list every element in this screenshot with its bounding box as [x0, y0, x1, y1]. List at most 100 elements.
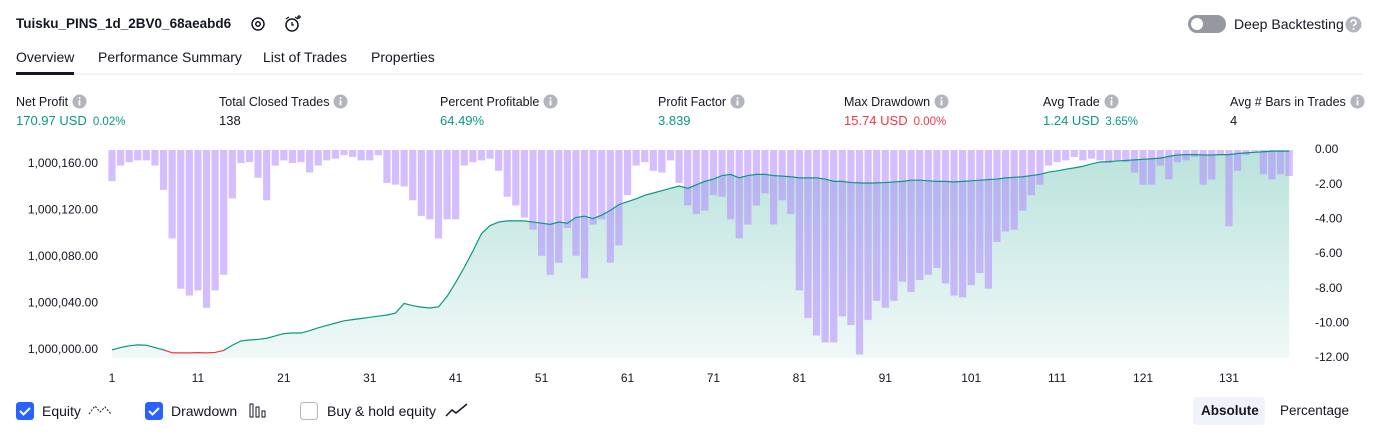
- settings-icon[interactable]: [249, 15, 267, 33]
- drawdown-bar: [263, 150, 271, 201]
- drawdown-bar: [537, 150, 546, 256]
- drawdown-bar: [666, 150, 675, 161]
- drawdown-bar: [271, 150, 279, 166]
- drawdown-bar: [1079, 150, 1087, 161]
- mode-button[interactable]: Absolute: [1201, 403, 1259, 418]
- alert-icon[interactable]: [283, 14, 303, 34]
- drawdown-bar: [254, 150, 262, 178]
- drawdown-bar: [1019, 150, 1027, 211]
- drawdown-bar: [1027, 150, 1035, 196]
- tab-underline: [16, 72, 74, 75]
- info-icon[interactable]: [333, 94, 348, 109]
- metric-label: Net Profit: [16, 94, 87, 109]
- drawdown-bar: [529, 150, 537, 230]
- drawdown-bar: [1113, 150, 1121, 161]
- drawdown-bar: [331, 150, 339, 159]
- drawdown-bar: [108, 150, 116, 182]
- drawdown-bar: [907, 150, 915, 293]
- drawdown-bar: [787, 150, 795, 215]
- metric-label: Avg Trade: [1043, 94, 1119, 109]
- drawdown-icon: [249, 403, 266, 418]
- drawdown-bar: [950, 150, 958, 296]
- drawdown-bar: [469, 150, 477, 163]
- drawdown-bar: [1199, 150, 1207, 185]
- tab[interactable]: List of Trades: [263, 49, 348, 65]
- drawdown-bar: [374, 150, 382, 156]
- info-icon[interactable]: [1104, 94, 1119, 109]
- metric-label-text: Net Profit: [16, 95, 69, 109]
- drawdown-bar: [709, 150, 718, 196]
- drawdown-bar: [795, 150, 803, 291]
- tab[interactable]: Overview: [16, 49, 75, 65]
- drawdown-bar: [606, 150, 614, 263]
- drawdown-bar: [434, 150, 443, 239]
- drawdown-bar: [1122, 150, 1130, 163]
- drawdown-bar: [752, 150, 761, 206]
- x-tick-label: 51: [535, 371, 549, 385]
- help-icon[interactable]: [1345, 16, 1362, 33]
- toggle-label: Deep Backtesting: [1234, 16, 1344, 32]
- y2-tick-label: -6.00: [1315, 246, 1343, 260]
- y2-tick-label: -8.00: [1315, 281, 1343, 295]
- mode-button[interactable]: Percentage: [1280, 403, 1350, 418]
- drawdown-bar: [194, 150, 202, 291]
- info-icon[interactable]: [730, 94, 745, 109]
- drawdown-bar: [718, 150, 726, 197]
- drawdown-bar: [168, 150, 176, 239]
- y2-tick-label: -4.00: [1315, 212, 1343, 226]
- drawdown-bar: [426, 150, 434, 220]
- drawdown-bar: [185, 150, 193, 296]
- metric-sub: 3.65%: [1105, 116, 1138, 128]
- checkbox[interactable]: [16, 402, 34, 420]
- info-icon[interactable]: [1350, 94, 1365, 109]
- drawdown-bar: [1259, 150, 1267, 175]
- x-tick-label: 11: [192, 371, 205, 385]
- metric-label: Profit Factor: [658, 94, 745, 109]
- tab[interactable]: Performance Summary: [98, 49, 242, 65]
- drawdown-bar: [864, 150, 872, 320]
- info-icon[interactable]: [934, 94, 949, 109]
- drawdown-bar: [1070, 150, 1078, 157]
- drawdown-bar: [1165, 150, 1173, 180]
- drawdown-bar: [383, 150, 391, 183]
- drawdown-bar: [890, 150, 898, 301]
- drawdown-bar: [1276, 150, 1285, 175]
- drawdown-bar: [649, 150, 657, 171]
- drawdown-bar: [898, 150, 907, 282]
- drawdown-bar: [391, 150, 400, 185]
- drawdown-bar: [1233, 150, 1242, 171]
- checkbox[interactable]: [145, 402, 163, 420]
- equity-line: [111, 150, 1290, 354]
- metric-label: Total Closed Trades: [219, 94, 348, 109]
- drawdown-bar: [134, 150, 142, 161]
- drawdown-bar: [1044, 150, 1053, 166]
- y2-tick-label: -2.00: [1315, 177, 1343, 191]
- drawdown-bar: [941, 150, 950, 284]
- metric-value-text: 138: [219, 113, 241, 128]
- tab[interactable]: Properties: [371, 49, 435, 65]
- drawdown-bar: [1268, 150, 1276, 180]
- drawdown-bar: [306, 150, 314, 173]
- drawdown-bar: [778, 150, 786, 201]
- drawdown-bar: [340, 150, 348, 156]
- drawdown-bar: [477, 150, 486, 161]
- x-tick-label: 111: [1048, 371, 1067, 385]
- metric-label-text: Avg Trade: [1043, 95, 1100, 109]
- info-icon[interactable]: [543, 94, 558, 109]
- checkbox[interactable]: [300, 402, 318, 420]
- metric-value-text: 4: [1230, 113, 1238, 128]
- drawdown-bar: [959, 150, 967, 298]
- y2-tick-label: -12.00: [1315, 350, 1349, 364]
- info-icon[interactable]: [72, 94, 87, 109]
- metric-label: Max Drawdown: [844, 94, 949, 109]
- drawdown-bar: [727, 150, 735, 220]
- metric-value: 1.24 USD 3.65%: [1043, 113, 1138, 128]
- x-tick-label: 21: [277, 371, 291, 385]
- drawdown-bar: [1001, 150, 1010, 232]
- toggle-switch[interactable]: [1188, 15, 1226, 33]
- x-tick-label: 101: [961, 371, 981, 385]
- y2-tick-label: -10.00: [1315, 316, 1349, 330]
- drawdown-bar: [546, 150, 554, 275]
- metric-label-text: Max Drawdown: [844, 95, 931, 109]
- drawdown-bar: [220, 150, 228, 275]
